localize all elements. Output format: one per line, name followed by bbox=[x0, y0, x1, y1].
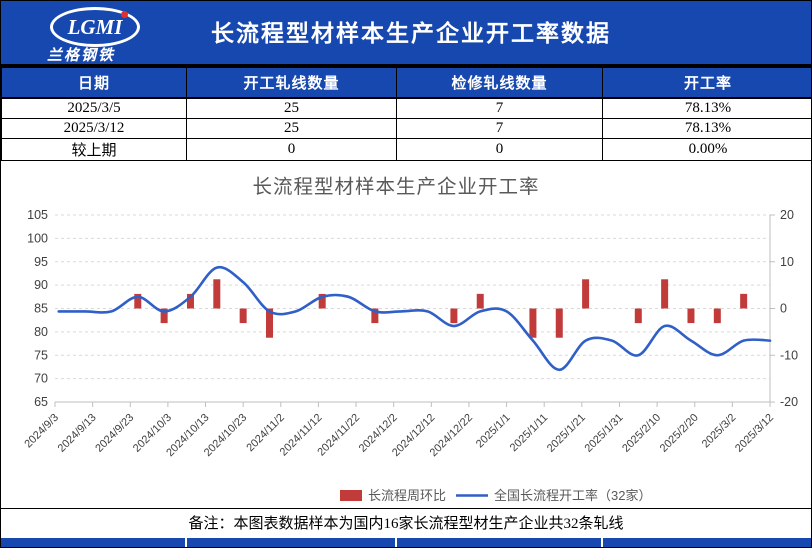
cell-rate: 0.00% bbox=[602, 138, 811, 161]
logo-text: LGMI bbox=[67, 14, 123, 39]
wow-change-bar bbox=[318, 293, 326, 309]
report-title: 长流程型材样本生产企业开工率数据 bbox=[211, 20, 611, 46]
x-tick-label: 2024/9/3 bbox=[22, 412, 61, 451]
left-axis-label: 85 bbox=[34, 302, 48, 316]
left-axis-label: 80 bbox=[34, 325, 48, 339]
wow-change-bar bbox=[634, 308, 642, 324]
col-header-open-lines: 开工轧线数量 bbox=[186, 67, 397, 99]
wow-change-bar bbox=[134, 293, 142, 309]
wow-change-bar bbox=[476, 293, 484, 309]
legend-bar-label: 长流程周环比 bbox=[368, 488, 446, 503]
cell-open-lines: 25 bbox=[186, 118, 397, 139]
x-tick-label: 2025/1/11 bbox=[508, 412, 551, 455]
left-axis-label: 100 bbox=[27, 231, 48, 245]
wow-change-bar bbox=[713, 308, 721, 324]
cell-date: 2025/3/5 bbox=[1, 97, 187, 119]
left-axis-label: 105 bbox=[27, 208, 48, 222]
cell-open-lines: 25 bbox=[186, 97, 397, 119]
data-table: 日期 开工轧线数量 检修轧线数量 开工率 2025/3/5 25 7 78.13… bbox=[1, 67, 811, 161]
right-axis-label: 20 bbox=[780, 208, 794, 222]
cell-date: 较上期 bbox=[1, 138, 187, 161]
table-row: 2025/3/5 25 7 78.13% bbox=[1, 97, 811, 119]
right-axis-label: -10 bbox=[780, 348, 798, 362]
x-tick-label: 2025/3/12 bbox=[733, 412, 776, 455]
wow-change-bar bbox=[740, 293, 748, 309]
cell-rate: 78.13% bbox=[602, 97, 811, 119]
x-tick-label: 2025/1/31 bbox=[583, 412, 626, 455]
right-axis-label: 0 bbox=[780, 302, 787, 316]
cell-maint-lines: 7 bbox=[396, 118, 603, 139]
logo-subtext: 兰格钢铁 bbox=[47, 48, 116, 64]
left-axis-label: 90 bbox=[34, 278, 48, 292]
x-tick-label: 2025/1/21 bbox=[545, 412, 588, 455]
wow-change-bar bbox=[239, 308, 247, 324]
right-axis-label: 10 bbox=[780, 255, 794, 269]
operating-rate-line bbox=[57, 265, 772, 372]
chart-title: 长流程型材样本生产企业开工率 bbox=[252, 176, 539, 198]
left-axis-label: 70 bbox=[34, 372, 48, 386]
x-tick-label: 2025/3/2 bbox=[700, 412, 739, 451]
operating-rate-chart: 105 100 95 90 85 80 75 70 65 20 10 0 -10 -20 2024/9/3 2… bbox=[1, 163, 811, 508]
col-header-date: 日期 bbox=[1, 67, 187, 99]
x-tick-label: 2024/9/13 bbox=[56, 412, 99, 455]
table-row: 2025/3/12 25 7 78.13% bbox=[1, 118, 811, 139]
lgmi-logo: LGMI 兰格钢铁 bbox=[1, 1, 186, 64]
cell-rate: 78.13% bbox=[602, 118, 811, 139]
bottom-blue-strip bbox=[1, 538, 811, 547]
cell-maint-lines: 0 bbox=[396, 138, 603, 161]
legend-bar-swatch bbox=[340, 490, 362, 501]
right-axis-label: -20 bbox=[780, 395, 798, 409]
cell-maint-lines: 7 bbox=[396, 97, 603, 119]
wow-change-bar bbox=[661, 279, 669, 309]
wow-change-bar bbox=[687, 308, 695, 324]
strip-divider bbox=[395, 538, 397, 547]
x-tick-label: 2025/1/1 bbox=[474, 412, 513, 451]
left-axis-label: 95 bbox=[34, 255, 48, 269]
table-row: 较上期 0 0 0.00% bbox=[1, 138, 811, 161]
wow-change-bar bbox=[582, 279, 590, 309]
strip-divider bbox=[601, 538, 603, 547]
wow-change-bar bbox=[160, 308, 168, 324]
x-tick-label: 2025/2/10 bbox=[620, 412, 663, 455]
wow-change-bar bbox=[266, 308, 273, 338]
logo-ellipse-icon: LGMI bbox=[50, 7, 140, 47]
table-header-row: 日期 开工轧线数量 检修轧线数量 开工率 bbox=[1, 67, 811, 99]
wow-change-bar bbox=[371, 308, 379, 324]
cell-open-lines: 0 bbox=[186, 138, 397, 161]
logo-red-dot-icon bbox=[121, 11, 128, 18]
wow-change-bar bbox=[555, 308, 563, 338]
chart-canvas: 1051009590858075706520100-10-202024/9/32… bbox=[22, 176, 798, 503]
wow-change-bar bbox=[186, 293, 194, 309]
legend-line-label: 全国长流程开工率（32家） bbox=[494, 488, 651, 503]
left-axis-label: 65 bbox=[34, 395, 48, 409]
wow-change-bar bbox=[450, 308, 458, 324]
wow-change-bar bbox=[529, 308, 537, 338]
x-tick-label: 2024/9/23 bbox=[93, 412, 136, 455]
note-text: 备注：本图表数据样本为国内16家长流程型材生产企业共32条轧线 bbox=[1, 508, 811, 539]
col-header-maint-lines: 检修轧线数量 bbox=[396, 67, 603, 99]
cell-date: 2025/3/12 bbox=[1, 118, 187, 139]
col-header-rate: 开工率 bbox=[602, 67, 811, 99]
title-band: LGMI 兰格钢铁 长流程型材样本生产企业开工率数据 bbox=[1, 1, 811, 67]
wow-change-bar bbox=[213, 279, 221, 309]
x-tick-label: 2025/2/20 bbox=[658, 412, 701, 455]
strip-divider bbox=[185, 538, 187, 547]
left-axis-label: 75 bbox=[34, 348, 48, 362]
